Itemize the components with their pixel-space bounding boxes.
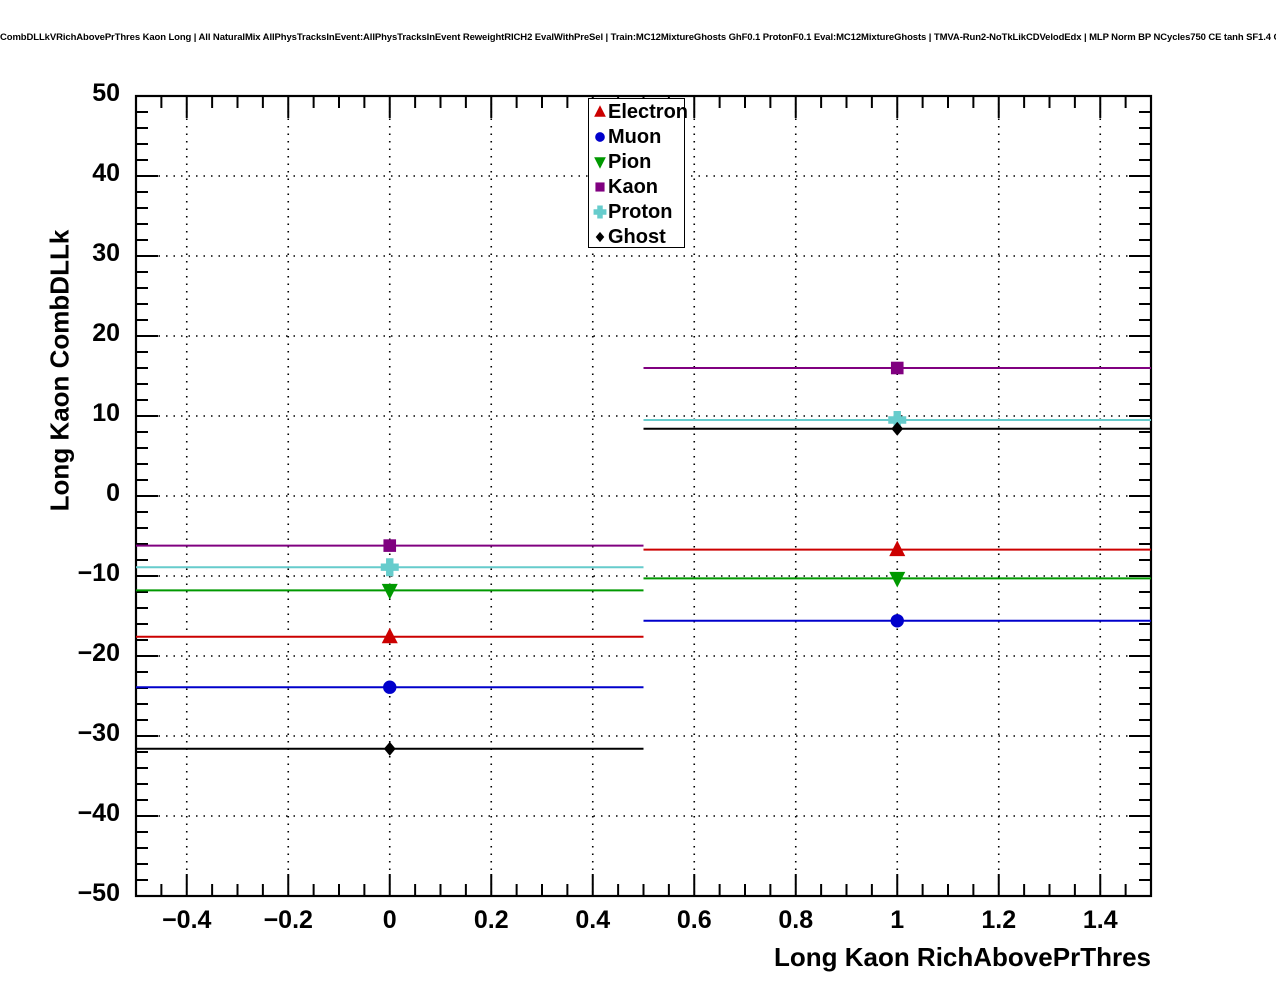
legend-label: Muon	[608, 125, 662, 148]
x-tick-label: 0.2	[473, 906, 509, 934]
y-tick-label: −10	[77, 559, 120, 587]
data-point-marker[interactable]	[381, 627, 398, 644]
triangle-down-icon	[592, 152, 608, 172]
diamond-icon	[592, 227, 608, 247]
data-point-marker[interactable]	[383, 680, 397, 694]
x-axis-title: Long Kaon RichAbovePrThres	[773, 942, 1151, 972]
y-tick-label: 40	[92, 159, 120, 187]
y-tick-label: −50	[77, 879, 120, 907]
y-axis-title: Long Kaon CombDLLk	[44, 229, 75, 512]
data-series	[136, 361, 1151, 552]
data-series	[136, 571, 1151, 600]
data-series	[136, 421, 1151, 756]
y-tick-label: 50	[92, 79, 120, 107]
legend-label: Proton	[608, 200, 673, 223]
data-point-marker[interactable]	[889, 571, 906, 588]
legend-entry-kaon[interactable]: Kaon	[589, 174, 684, 199]
plot-title: CombDLLkVRichAbovePrThres Kaon Long | Al…	[0, 32, 1276, 43]
legend[interactable]: Electron Muon Pion Kaon Proton Ghost	[588, 98, 688, 249]
triangle-up-icon	[592, 102, 608, 122]
square-icon	[592, 177, 608, 197]
y-tick-label: −40	[77, 799, 120, 827]
legend-label: Electron	[608, 100, 689, 123]
data-point-marker[interactable]	[890, 361, 904, 375]
data-point-marker[interactable]	[381, 583, 398, 600]
data-series	[136, 614, 1151, 694]
circle-icon	[592, 127, 608, 147]
data-series	[136, 540, 1151, 644]
x-tick-label: 0.8	[778, 906, 814, 934]
x-tick-label: −0.2	[263, 906, 313, 934]
data-series-group	[136, 361, 1151, 756]
legend-label: Ghost	[608, 225, 666, 248]
data-point-marker[interactable]	[383, 741, 396, 756]
legend-label: Kaon	[608, 175, 658, 198]
y-tick-label: −30	[77, 719, 120, 747]
legend-entry-pion[interactable]: Pion	[589, 149, 684, 174]
y-tick-label: 0	[106, 479, 120, 507]
y-tick-label: −20	[77, 639, 120, 667]
data-point-marker[interactable]	[890, 614, 904, 628]
data-point-marker[interactable]	[380, 558, 399, 577]
data-point-marker[interactable]	[383, 539, 397, 552]
legend-entry-muon[interactable]: Muon	[589, 124, 684, 149]
y-tick-label: 30	[92, 239, 120, 267]
x-tick-label: 1.4	[1082, 906, 1118, 934]
cross-icon	[592, 202, 608, 222]
x-tick-label: −0.4	[162, 906, 212, 934]
data-point-marker[interactable]	[889, 540, 906, 557]
x-tick-label: 0	[382, 906, 397, 934]
x-tick-label: 1.2	[981, 906, 1017, 934]
legend-entry-proton[interactable]: Proton	[589, 199, 684, 224]
y-tick-label: 20	[92, 319, 120, 347]
x-tick-label: 0.6	[676, 906, 712, 934]
x-tick-label: 0.4	[575, 906, 611, 934]
x-tick-label: 1	[890, 906, 905, 934]
data-point-marker[interactable]	[891, 421, 904, 436]
legend-entry-ghost[interactable]: Ghost	[589, 224, 684, 249]
y-tick-label: 10	[92, 399, 120, 427]
legend-entry-electron[interactable]: Electron	[589, 99, 688, 124]
legend-label: Pion	[608, 150, 652, 173]
